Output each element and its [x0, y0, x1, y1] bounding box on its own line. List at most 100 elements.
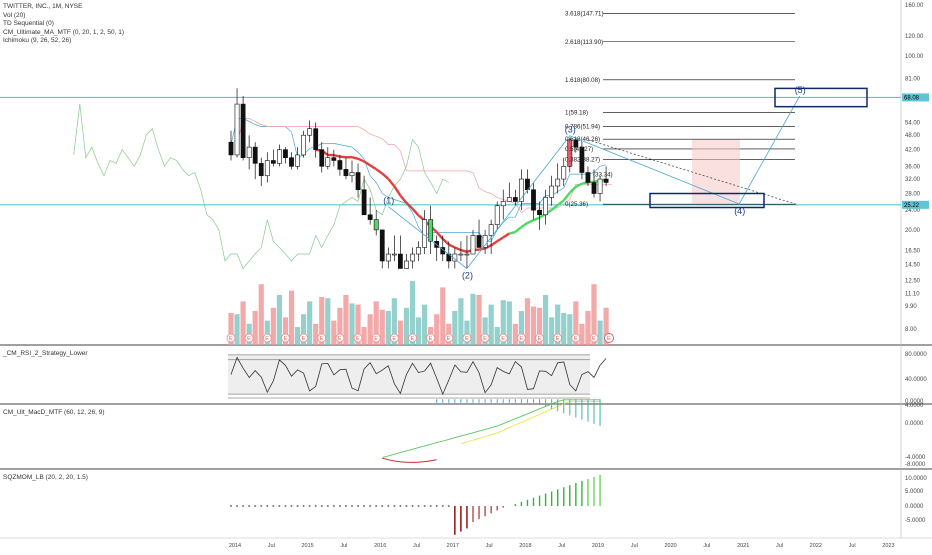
- candle-body: [592, 183, 596, 194]
- price-tick-label: 14.50: [905, 263, 921, 269]
- moving-average-segment: [521, 223, 527, 227]
- moving-average-segment: [449, 245, 455, 248]
- candle-body: [344, 169, 348, 175]
- sqz-dot: [278, 505, 280, 507]
- moving-average-segment: [509, 232, 515, 233]
- volume-bar: [567, 314, 572, 345]
- moving-average-segment: [534, 218, 540, 221]
- rsi-axis-label: 80.0000: [905, 352, 927, 358]
- price-tick-label: 36.00: [905, 164, 921, 170]
- volume-bar: [313, 324, 318, 345]
- volume-bar: [362, 327, 367, 345]
- candle-body: [295, 155, 299, 166]
- sqz-dot: [351, 505, 353, 507]
- sqz-dot: [442, 505, 444, 507]
- sqz-dot: [418, 505, 420, 507]
- time-axis-label: 2020: [664, 543, 676, 549]
- moving-average-segment: [564, 193, 570, 201]
- fib-level-label: 1.618(80.08): [565, 77, 600, 84]
- earnings-marker-label: E: [320, 336, 324, 342]
- volume-bar: [331, 321, 336, 345]
- sqz-dot: [272, 505, 274, 507]
- fib-level-label: 0.5(42.27): [565, 146, 593, 153]
- candle-body: [380, 230, 384, 261]
- rsi-panel-label: _CM_RSI_2_Strategy_Lower: [3, 350, 88, 357]
- earnings-marker-label: E: [519, 336, 523, 342]
- price-tick-label: 160.00: [905, 3, 924, 9]
- price-tick-label: 20.00: [905, 228, 921, 234]
- elliott-wave-label: (3): [565, 125, 576, 135]
- fib-level-label: 0.382(38.27): [565, 157, 600, 164]
- rsi-axis-label: 40.0000: [905, 377, 927, 383]
- volume-bar: [253, 311, 258, 345]
- time-axis-label: 2018: [519, 543, 531, 549]
- legend-td-sequential: TD Sequential (0): [3, 20, 124, 29]
- earnings-marker-label: E: [556, 336, 560, 342]
- candle-body: [477, 235, 481, 247]
- candle-body: [350, 173, 354, 176]
- volume-bar: [386, 311, 391, 345]
- fib-level-label: 0.618(46.26): [565, 136, 600, 143]
- legend-title: TWITTER, INC., 1M, NYSE: [3, 3, 124, 12]
- candle-body: [586, 173, 590, 183]
- time-axis-label: Jul: [703, 543, 710, 549]
- candle-body: [404, 261, 408, 268]
- fib-level-label: 2.618(113.90): [565, 39, 603, 46]
- volume-bar: [234, 314, 239, 345]
- candle-body: [501, 202, 505, 206]
- time-axis-label: 2015: [301, 543, 313, 549]
- moving-average-segment: [352, 157, 358, 159]
- earnings-marker-label: E: [356, 336, 360, 342]
- price-tick-label: 16.50: [905, 249, 921, 255]
- volume-bar: [440, 287, 445, 345]
- volume-bar: [579, 324, 584, 345]
- sqz-dot: [345, 505, 347, 507]
- legend-cm-ma: CM_Ultimate_MA_MTF (0, 20, 1, 2, 50, 1): [3, 29, 124, 38]
- earnings-marker-label: E: [338, 336, 342, 342]
- sqz-dot: [448, 505, 450, 507]
- moving-average-segment: [497, 237, 503, 241]
- volume-bar: [295, 327, 300, 345]
- price-badge-label: 25.22: [904, 203, 920, 209]
- earnings-marker-label: E: [501, 336, 505, 342]
- price-tick-label: 100.00: [905, 54, 924, 60]
- earnings-marker-label: E: [302, 336, 306, 342]
- candle-body: [544, 197, 548, 214]
- candle-body: [356, 173, 360, 190]
- sqz-dot: [339, 505, 341, 507]
- sqz-dot: [242, 505, 244, 507]
- sqz-dot: [369, 505, 371, 507]
- macd-axis-label: -8.0000: [905, 462, 926, 468]
- earnings-marker-next-label: E: [607, 336, 611, 342]
- ichimoku-tenkan: [231, 119, 606, 242]
- sqz-dot: [405, 505, 407, 507]
- price-tick-label: 24.00: [905, 208, 921, 214]
- candle-body: [247, 147, 251, 158]
- moving-average-segment: [527, 220, 533, 223]
- time-axis-label: 2021: [737, 543, 749, 549]
- earnings-marker-label: E: [574, 336, 578, 342]
- candle-body: [386, 254, 390, 261]
- price-tick-label: 48.00: [905, 133, 921, 139]
- sqz-dot: [291, 505, 293, 507]
- moving-average-segment: [461, 250, 467, 252]
- time-axis-label: 2014: [229, 543, 241, 549]
- time-axis-label: Jul: [486, 543, 493, 549]
- sqz-dot: [381, 505, 383, 507]
- moving-average-segment: [334, 155, 340, 156]
- price-tick-label: 54.00: [905, 120, 921, 126]
- moving-average-segment: [340, 157, 346, 158]
- candle-body: [531, 190, 535, 210]
- price-tick-label: 81.00: [905, 77, 921, 83]
- candle-body: [598, 179, 602, 193]
- candle-body: [465, 254, 469, 255]
- candle-body: [507, 197, 511, 201]
- candle-body: [471, 235, 475, 254]
- candle-body: [229, 142, 233, 155]
- price-tick-label: 42.00: [905, 148, 921, 154]
- candle-body: [241, 104, 245, 158]
- price-tick-label: 9.90: [905, 304, 917, 310]
- moving-average-segment: [491, 241, 497, 245]
